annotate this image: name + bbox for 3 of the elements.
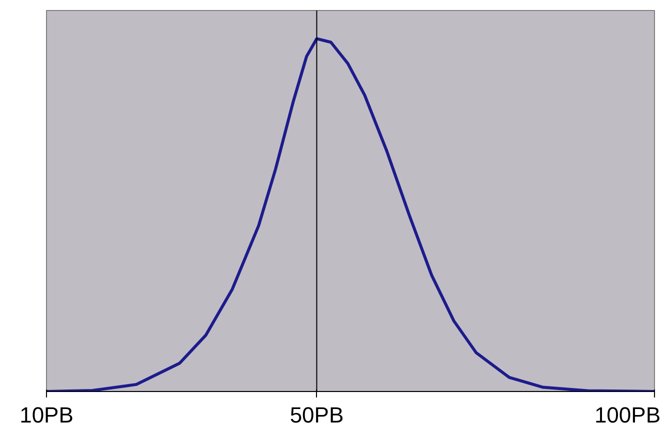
x-tick-label: 50PB [290,402,344,428]
x-tick-label: 10PB [20,402,74,428]
x-tick-label: 100PB [594,402,661,428]
